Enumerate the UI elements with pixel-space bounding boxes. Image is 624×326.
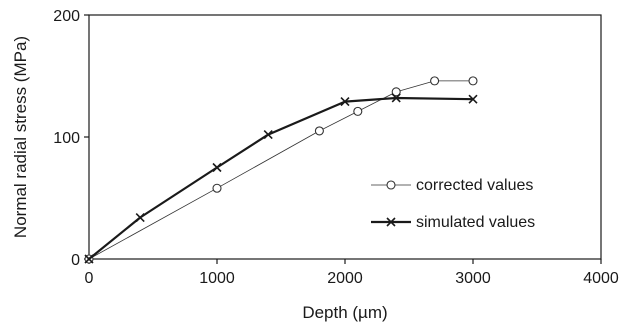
x-tick-label: 4000 [583,270,619,287]
data-point-circle [468,76,478,86]
y-axis-ticks: 0 100 200 [53,8,89,269]
series-line [88,80,473,260]
data-point-cross [263,129,273,140]
data-point-cross [212,162,222,173]
x-tick-label: 3000 [455,270,491,287]
data-point-cross [391,93,401,103]
series-layer [84,76,478,264]
data-point-cross [135,212,145,223]
data-point-cross [84,254,94,264]
data-point-cross [468,94,478,104]
legend-marker-circle-icon [386,180,396,190]
legend-marker-cross-icon [386,217,396,227]
data-point-circle [212,183,222,193]
legend-label-simulated: simulated values [416,214,535,231]
y-axis-label: Normal radial stress (MPa) [11,36,30,238]
legend-entry-corrected: corrected values [371,177,533,194]
data-point-cross [340,97,350,107]
x-axis-label: Depth (µm) [302,303,387,322]
x-tick-label: 0 [85,270,94,287]
legend-entry-simulated: simulated values [371,214,535,231]
series-simulated-values [84,93,478,264]
legend: corrected values simulated values [371,177,535,231]
y-tick-label: 0 [71,252,80,269]
data-point-circle [430,76,440,86]
data-point-circle [314,126,324,136]
series-corrected-values [84,76,478,264]
x-axis-ticks: 0 1000 2000 3000 4000 [85,259,619,287]
data-point-circle [391,87,401,97]
legend-label-corrected: corrected values [416,177,533,194]
y-tick-label: 200 [53,8,80,25]
data-point-circle [353,106,363,116]
x-tick-label: 1000 [199,270,235,287]
y-tick-label: 100 [53,130,80,147]
x-tick-label: 2000 [327,270,363,287]
